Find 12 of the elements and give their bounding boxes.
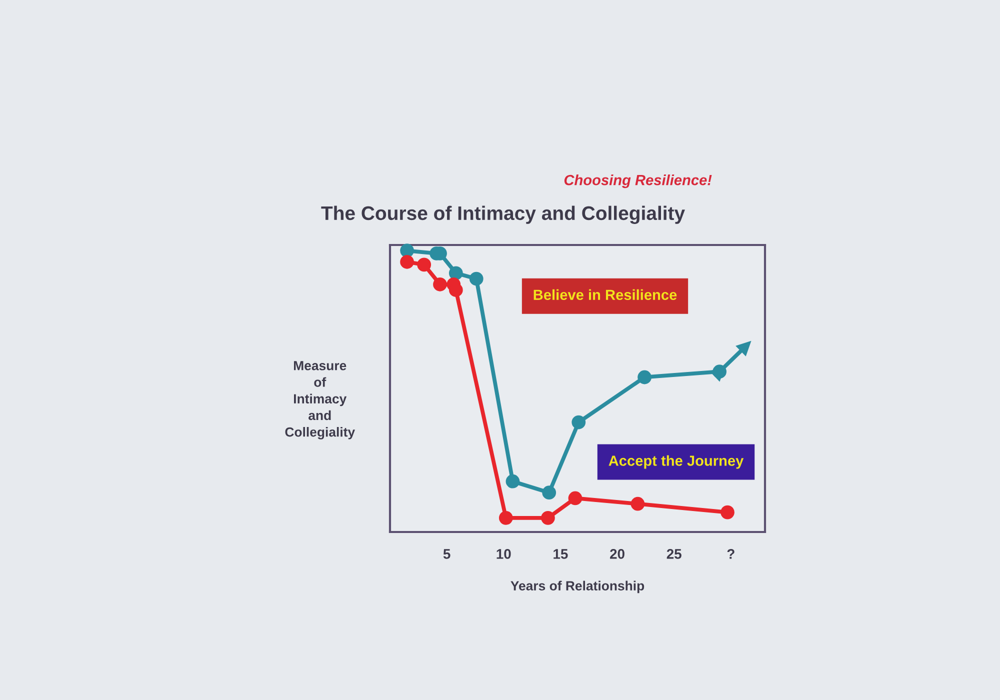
chart-title: The Course of Intimacy and Collegiality bbox=[321, 206, 685, 224]
annotation: Believe in Resilience bbox=[534, 289, 677, 300]
x-tick-label: 10 bbox=[496, 549, 511, 559]
x-tick-label: 25 bbox=[666, 549, 682, 559]
x-tick-label: ? bbox=[727, 549, 734, 559]
annotation: Accept the Journey bbox=[608, 455, 744, 469]
x-tick-label: 20 bbox=[610, 549, 624, 559]
x-tick-label: 5 bbox=[443, 549, 450, 559]
y-axis-title: Measure of Intimacy and Collegiality bbox=[285, 361, 355, 440]
x-tick-label: 15 bbox=[554, 549, 568, 559]
chart-subtitle: Choosing Resilience! bbox=[564, 174, 712, 188]
x-axis-title: Years of Relationship bbox=[510, 580, 644, 594]
